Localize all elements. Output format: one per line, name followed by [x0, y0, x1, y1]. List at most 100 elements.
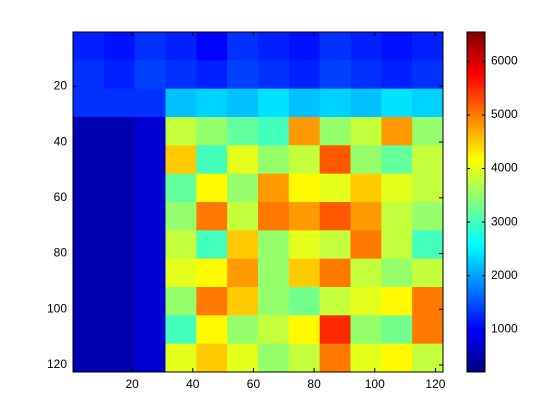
heatmap-cell [412, 343, 444, 373]
heatmap-cell [319, 145, 351, 175]
heatmap-cell [412, 258, 444, 288]
x-tick-label: 20 [125, 377, 139, 391]
heatmap-cell [103, 287, 136, 316]
heatmap-cell [258, 343, 290, 373]
heatmap-cell [227, 32, 259, 61]
heatmap-cell [134, 315, 166, 345]
heatmap-cell [381, 287, 413, 316]
heatmap-cell [134, 32, 166, 61]
heatmap-cell [103, 258, 136, 288]
heatmap-cell [288, 230, 321, 260]
heatmap-cell [196, 230, 228, 260]
y-tick-label: 20 [54, 79, 68, 93]
colorbar-tick-label: 6000 [491, 54, 518, 68]
y-tick-label: 100 [47, 301, 67, 315]
heatmap-cell [288, 117, 321, 146]
heatmap-cell [412, 60, 444, 90]
colorbar [466, 31, 486, 373]
heatmap-cell [165, 258, 197, 288]
heatmap-cell [350, 230, 382, 260]
heatmap-cell [227, 173, 259, 203]
heatmap-cell [134, 60, 166, 90]
x-tick-label: 100 [365, 377, 385, 391]
heatmap-cell [73, 60, 105, 90]
heatmap-cell [350, 145, 382, 175]
heatmap-cell [288, 32, 321, 61]
heatmap-cell [412, 202, 444, 231]
heatmap-cell [258, 287, 290, 316]
heatmap-cell [134, 173, 166, 203]
heatmap-cell [381, 32, 413, 61]
heatmap-cell [73, 258, 105, 288]
heatmap-cell [73, 117, 105, 146]
heatmap-cell [350, 258, 382, 288]
heatmap-cell [412, 145, 444, 175]
heatmap-cell [288, 173, 321, 203]
heatmap-cell [381, 88, 413, 118]
heatmap-cell [258, 60, 290, 90]
heatmap-cell [103, 202, 136, 231]
heatmap-cell [412, 173, 444, 203]
x-tick-label: 40 [186, 377, 200, 391]
heatmap-cell [227, 145, 259, 175]
heatmap-cell [165, 343, 197, 373]
heatmap-cell [258, 315, 290, 345]
heatmap-cell [103, 343, 136, 373]
heatmap-cell [196, 32, 228, 61]
heatmap-cell [381, 60, 413, 90]
heatmap-cell [350, 88, 382, 118]
heatmap-cell [73, 230, 105, 260]
heatmap-cell [196, 315, 228, 345]
colorbar-tick-label: 2000 [491, 268, 518, 282]
heatmap-cell [165, 287, 197, 316]
heatmap-cell [73, 145, 105, 175]
heatmap-cell [103, 32, 136, 61]
heatmap-cell [319, 88, 351, 118]
heatmap-cell [165, 32, 197, 61]
heatmap-cell [227, 60, 259, 90]
heatmap-cell [412, 88, 444, 118]
colorbar-tick-label: 3000 [491, 214, 518, 228]
heatmap-cell [103, 315, 136, 345]
heatmap-cell [381, 315, 413, 345]
heatmap-cell [288, 88, 321, 118]
heatmap-cell [196, 343, 228, 373]
heatmap-cell [165, 88, 197, 118]
colorbar-tick-label: 4000 [491, 161, 518, 175]
heatmap-cell [288, 343, 321, 373]
heatmap-cell [381, 145, 413, 175]
heatmap-cell [134, 88, 166, 118]
heatmap-cell [258, 145, 290, 175]
heatmap-cell [350, 202, 382, 231]
heatmap-cell [134, 202, 166, 231]
heatmap-cell [258, 202, 290, 231]
heatmap-cell [350, 60, 382, 90]
heatmap-cell [350, 117, 382, 146]
heatmap-cell [381, 173, 413, 203]
x-tick-label: 120 [425, 377, 445, 391]
heatmap-cell [288, 145, 321, 175]
heatmap-cell [381, 230, 413, 260]
heatmap-cell [258, 117, 290, 146]
heatmap-cell [227, 202, 259, 231]
heatmap-cell [103, 88, 136, 118]
heatmap-cell [319, 32, 351, 61]
heatmap-cell [165, 117, 197, 146]
heatmap-cell [73, 287, 105, 316]
heatmap-cell [227, 117, 259, 146]
heatmap-cell [258, 88, 290, 118]
heatmap-cell [196, 258, 228, 288]
heatmap-cell [412, 230, 444, 260]
heatmap-cell [73, 202, 105, 231]
heatmap-cell [412, 315, 444, 345]
heatmap-cell [73, 315, 105, 345]
heatmap-cell [227, 88, 259, 118]
axes-frame [72, 31, 444, 373]
y-tick-label: 40 [54, 134, 68, 148]
heatmap-cell [227, 287, 259, 316]
heatmap-cell [134, 230, 166, 260]
heatmap-cell [258, 32, 290, 61]
y-tick-label: 80 [54, 246, 68, 260]
heatmap-cell [381, 258, 413, 288]
